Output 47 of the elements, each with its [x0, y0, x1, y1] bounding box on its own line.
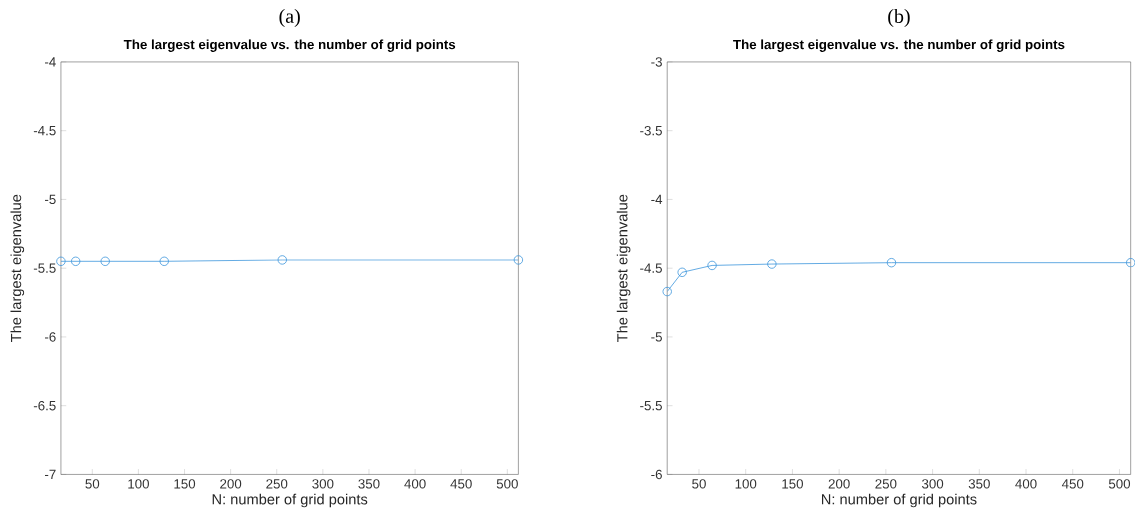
- y-tick-label: -6: [651, 469, 662, 480]
- point: [886, 258, 897, 268]
- y-tick-label: -6: [44, 332, 56, 342]
- x-tick-label: 50: [692, 479, 706, 489]
- x-tick-label: 450: [450, 479, 472, 489]
- x-tick-label: 150: [174, 479, 196, 489]
- x-tick-label: 350: [358, 479, 380, 489]
- point: [677, 267, 687, 278]
- y-tick-label: -5.5: [33, 263, 56, 273]
- point: [707, 260, 717, 271]
- x-axis-title: N: number of grid points: [212, 493, 368, 508]
- chart-title: The largest eigenvalue vs. the number of grid points: [123, 39, 456, 52]
- y-tick-label: -3: [651, 57, 662, 67]
- y-tick-label: -6.5: [33, 401, 56, 411]
- x-tick-label: 50: [85, 479, 100, 489]
- y-tick-label: -5: [44, 194, 56, 205]
- y-tick-label: -5: [651, 332, 662, 342]
- x-tick-label: 500: [496, 479, 518, 489]
- x-tick-label: 350: [968, 479, 990, 489]
- x-axis-title: N: number of grid points: [821, 493, 977, 508]
- y-tick-label: -4.5: [33, 126, 56, 136]
- text: (a): [279, 9, 300, 28]
- x-tick-label: 400: [1015, 479, 1037, 489]
- y-tick-label: -3.5: [640, 126, 662, 136]
- x-tick-label: 250: [875, 479, 897, 489]
- y-axis-title: The largest eigenvalue: [616, 194, 631, 343]
- x-tick-label: 250: [266, 479, 288, 489]
- x-tick-label: 150: [782, 479, 804, 489]
- chart-title: The largest eigenvalue vs. the number of grid points: [733, 39, 1065, 52]
- x-tick-label: 100: [128, 479, 149, 489]
- x-tick-label: 500: [1108, 479, 1131, 489]
- x-tick-label: 450: [1061, 479, 1084, 489]
- x-tick-label: 200: [220, 479, 242, 489]
- x-tick-label: 300: [921, 479, 944, 489]
- y-tick-label: -4: [651, 194, 663, 205]
- x-tick-label: 200: [828, 479, 850, 489]
- y-tick-label: -4.5: [640, 263, 662, 273]
- x-tick-label: 400: [404, 479, 426, 489]
- point: [662, 286, 672, 297]
- y-tick-label: -4: [44, 57, 56, 67]
- y-tick-label: -5.5: [640, 401, 662, 411]
- x-tick-label: 300: [312, 479, 334, 489]
- point: [767, 259, 777, 269]
- y-tick-label: -7: [44, 469, 56, 480]
- x-tick-label: 100: [735, 479, 757, 489]
- text: (b): [888, 9, 910, 28]
- y-axis-title: The largest eigenvalue: [10, 194, 25, 343]
